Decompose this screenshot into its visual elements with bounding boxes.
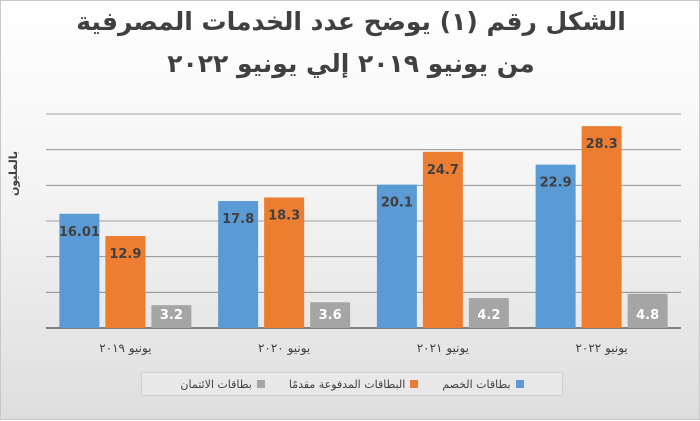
- data-label-debit: 20.1: [381, 196, 413, 211]
- data-label-prepaid: 24.7: [427, 163, 459, 178]
- chart-legend: بطاقات الخصم البطاقات المدفوعة مقدمًا بط…: [141, 372, 563, 396]
- data-label-credit: 4.8: [636, 308, 659, 323]
- legend-swatch-prepaid: [410, 380, 419, 388]
- data-label-prepaid: 18.3: [268, 208, 300, 223]
- bar-prepaid: [422, 151, 463, 328]
- bar-prepaid: [581, 126, 622, 328]
- legend-swatch-credit: [256, 380, 265, 388]
- x-tick-label: يونيو ٢٠٢٢: [575, 341, 627, 356]
- bar-debit: [376, 184, 417, 328]
- y-axis-label: بالمليون: [7, 150, 20, 196]
- bar-credit: [468, 298, 509, 328]
- data-label-debit: 16.01: [59, 225, 100, 240]
- chart-title-line-1: الشكل رقم (١) يوضح عدد الخدمات المصرفية: [76, 7, 626, 36]
- data-label-debit: 22.9: [540, 176, 572, 191]
- x-tick-label: يونيو ٢٠٢٠: [258, 341, 310, 356]
- legend-label-prepaid: البطاقات المدفوعة مقدمًا: [288, 377, 406, 391]
- x-tick-label: يونيو ٢٠٢١: [417, 341, 469, 356]
- data-label-credit: 3.6: [319, 308, 342, 323]
- x-tick-label: يونيو ٢٠١٩: [99, 341, 151, 356]
- data-label-debit: 17.8: [222, 212, 254, 227]
- legend-item-credit: بطاقات الائتمان: [180, 377, 265, 391]
- legend-swatch-debit: [515, 380, 524, 388]
- bar-credit: [627, 293, 668, 328]
- bar-prepaid: [105, 235, 146, 328]
- legend-label-credit: بطاقات الائتمان: [180, 377, 252, 391]
- bar-credit: [310, 302, 351, 328]
- bar-debit: [535, 164, 576, 328]
- bar-credit: [151, 305, 192, 328]
- data-label-prepaid: 12.9: [109, 247, 141, 262]
- data-label-prepaid: 28.3: [586, 137, 618, 152]
- chart-title-line-2: من يونيو ٢٠١٩ إلي يونيو ٢٠٢٢: [167, 49, 535, 78]
- bar-debit: [59, 213, 100, 328]
- legend-item-debit: بطاقات الخصم: [442, 377, 524, 391]
- legend-item-prepaid: البطاقات المدفوعة مقدمًا: [288, 377, 419, 391]
- legend-label-debit: بطاقات الخصم: [442, 377, 511, 391]
- bar-prepaid: [264, 197, 305, 328]
- data-label-credit: 4.2: [477, 308, 500, 323]
- bar-debit: [218, 201, 259, 328]
- data-label-credit: 3.2: [160, 308, 183, 323]
